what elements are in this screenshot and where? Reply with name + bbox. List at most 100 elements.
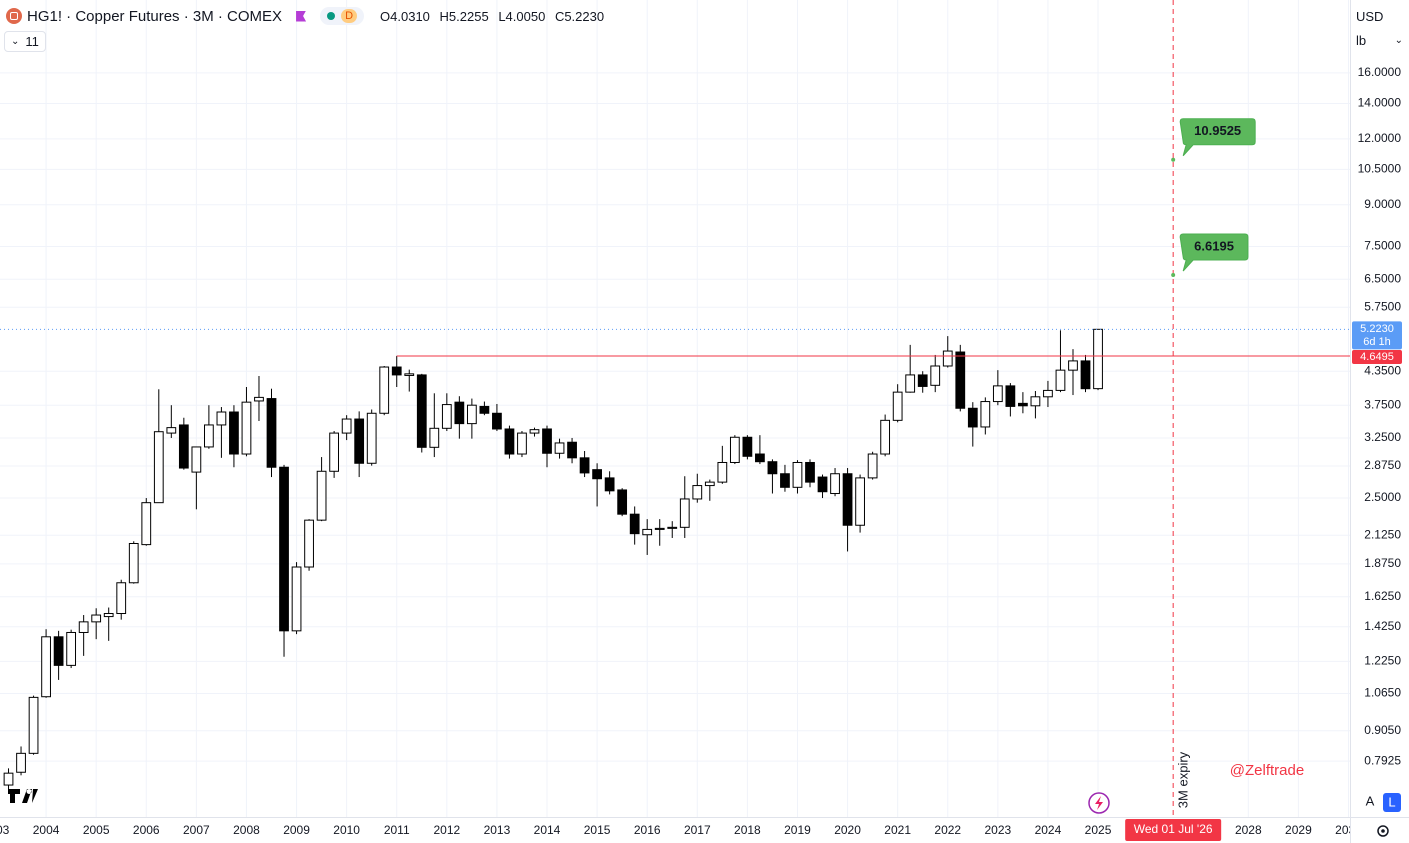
x-tick-label: 2006	[133, 823, 160, 837]
x-tick-label: 2005	[83, 823, 110, 837]
candle-body	[1018, 402, 1028, 407]
candle-body	[892, 391, 903, 421]
candle-body	[755, 453, 765, 463]
price-axis-bg	[1350, 0, 1409, 843]
candle-body	[930, 365, 941, 386]
x-tick-label: 2023	[984, 823, 1011, 837]
target-callout: 10.9525	[1179, 118, 1256, 157]
y-tick-label: 6.5000	[1364, 271, 1401, 285]
candle-body	[654, 527, 665, 530]
candle-body	[592, 469, 602, 480]
auto-scale-button[interactable]: A	[1366, 793, 1375, 808]
candle-body	[91, 614, 102, 623]
target-box	[1179, 118, 1256, 157]
flag[interactable]	[296, 10, 307, 22]
last-price-tag	[1352, 321, 1402, 350]
x-tick-label: 2017	[684, 823, 711, 837]
candle-body	[3, 772, 14, 786]
candle-body	[404, 373, 415, 376]
candle-body	[78, 621, 89, 633]
x-tick-label: 2021	[884, 823, 911, 837]
x-tick-label: 2012	[433, 823, 460, 837]
candle-body	[391, 366, 402, 376]
candle-body	[1005, 385, 1016, 407]
level-label: 4.6495	[1360, 351, 1394, 363]
candle-body	[41, 636, 51, 698]
candle-body	[880, 419, 891, 455]
candle-body	[316, 470, 327, 521]
candle-body	[141, 502, 152, 546]
ohlc-label: C	[554, 8, 565, 24]
candle-body	[729, 436, 740, 463]
candle-body	[492, 412, 502, 430]
y-tick-label: 14.0000	[1358, 96, 1402, 110]
y-tick-label: 7.5000	[1364, 239, 1401, 253]
ohlc: O4.0310 H5.2255 L4.0050 C5.2230	[380, 9, 610, 24]
candle-body	[1043, 389, 1053, 398]
candle-body	[554, 442, 565, 454]
candle-body	[742, 436, 753, 457]
candle-body	[279, 466, 289, 632]
log-scale-button[interactable]	[1383, 793, 1401, 812]
y-tick-label: 2.5000	[1364, 490, 1401, 504]
candle-body	[667, 526, 678, 529]
candle-body	[955, 351, 966, 409]
candle-body	[579, 457, 590, 474]
x-tick-label: 2016	[634, 823, 661, 837]
x-tick-label: 2030	[1335, 823, 1362, 837]
target-label: 10.9525	[1194, 123, 1241, 138]
ohlc-value: 4.0310	[390, 8, 430, 24]
candle-body	[16, 752, 26, 773]
candle-body	[717, 461, 728, 483]
status-badge[interactable]: D	[320, 7, 365, 25]
candle-body	[692, 485, 703, 500]
candle-body	[529, 429, 540, 434]
settings-button[interactable]	[1377, 825, 1389, 837]
candle-body	[416, 374, 427, 448]
tv-logo	[8, 789, 38, 803]
candle-body	[855, 477, 865, 526]
candle-body	[567, 441, 577, 459]
candle-body	[767, 461, 778, 475]
candle-body	[153, 431, 164, 504]
crosshair-date-label: Wed 01 Jul '26	[1134, 822, 1213, 836]
currency: USD	[1356, 8, 1384, 24]
candle-body	[466, 404, 477, 425]
delayed-badge: D	[341, 9, 358, 23]
candle-body	[178, 424, 189, 469]
candle-body	[304, 519, 314, 568]
y-tick-label: 4.3500	[1364, 363, 1401, 377]
y-tick-label: 1.4250	[1364, 619, 1401, 633]
y-tick-label: 12.0000	[1358, 131, 1402, 145]
indicators-toggle[interactable]: ⌄ 11	[4, 31, 46, 52]
unit-select[interactable]: lb ⌄	[1352, 29, 1407, 51]
plot	[0, 0, 1350, 817]
candle-body	[291, 566, 302, 632]
y-tick-label: 2.1250	[1364, 527, 1401, 541]
target-point	[1171, 273, 1176, 278]
x-tick-label: 2018	[734, 823, 761, 837]
candle-body	[942, 350, 953, 367]
indicators-count: 11	[25, 34, 39, 49]
y-tick-label: 16.0000	[1358, 65, 1402, 79]
candle-body	[805, 461, 815, 483]
candle-body	[792, 461, 803, 488]
settings-center	[1381, 829, 1385, 833]
candle-body	[166, 427, 177, 434]
currency-select[interactable]: USD	[1352, 5, 1407, 27]
symbol-title[interactable]: HG1! · Copper Futures · 3M · COMEX	[27, 7, 283, 25]
candle-body	[980, 401, 991, 428]
candle-body	[379, 366, 390, 414]
candle-body	[66, 631, 77, 666]
candle-body	[517, 432, 527, 455]
candle-body	[366, 412, 377, 464]
candle-body	[204, 424, 214, 448]
y-tick-label: 3.7500	[1364, 397, 1401, 411]
candle-body	[504, 428, 515, 455]
candle-body	[679, 498, 690, 528]
target-label: 6.6195	[1194, 238, 1234, 253]
lightning-icon	[1095, 796, 1103, 810]
candle-body	[329, 432, 340, 472]
